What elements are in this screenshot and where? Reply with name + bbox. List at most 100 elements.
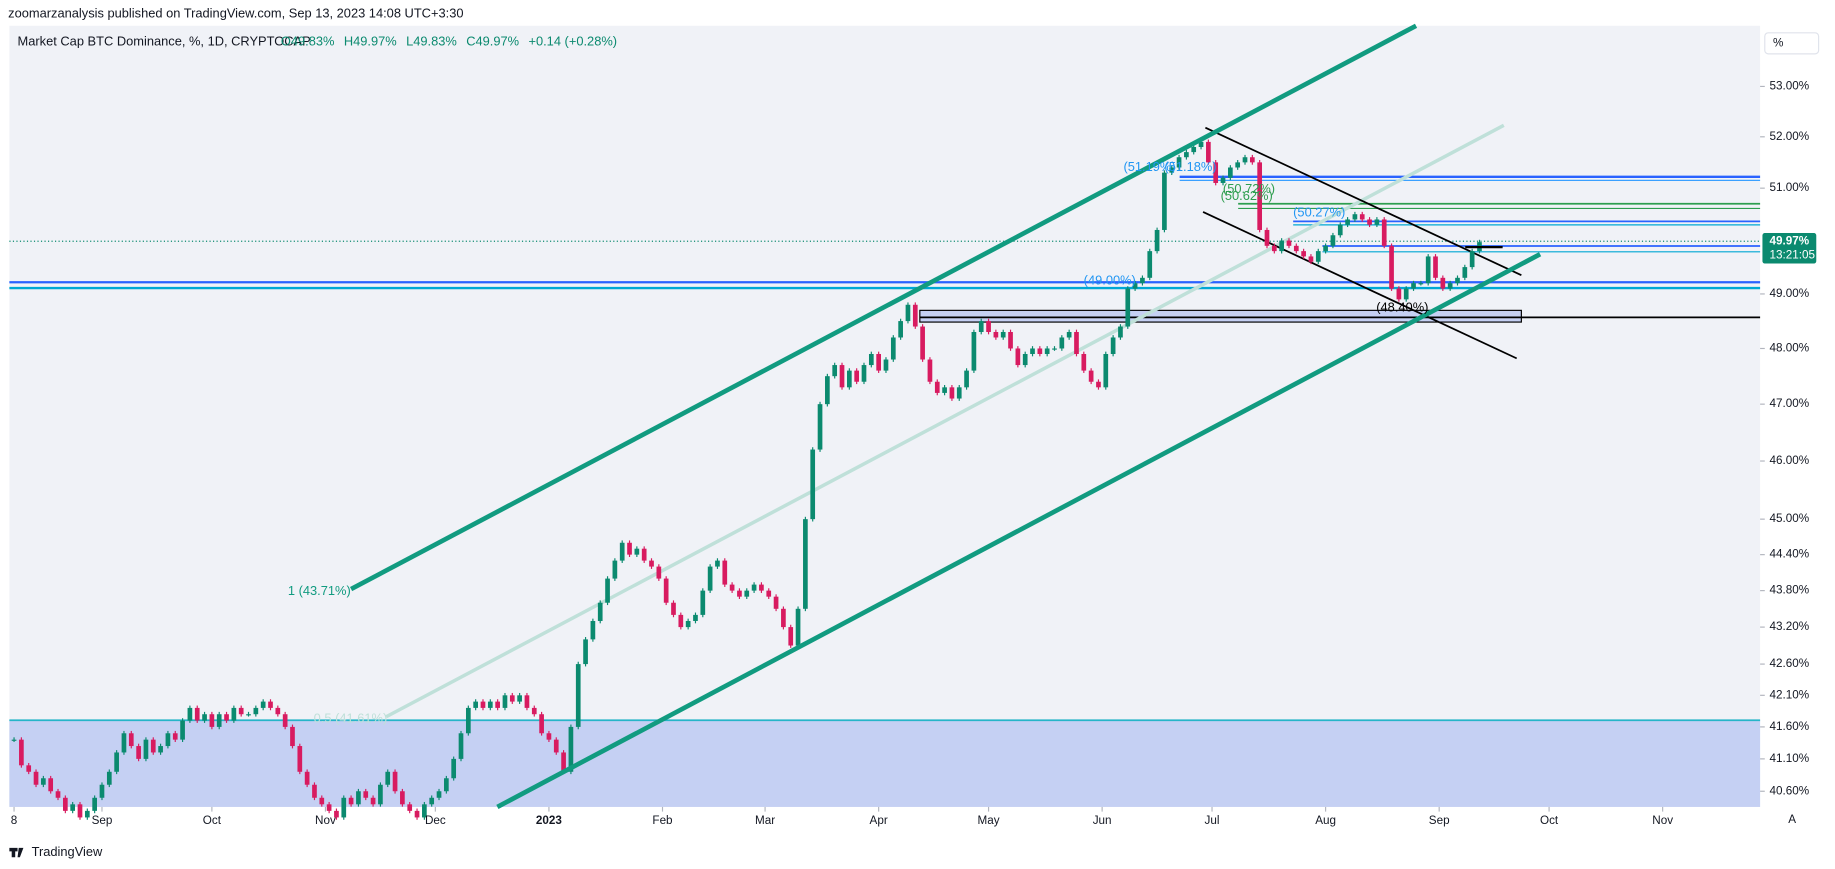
candle (1022, 353, 1028, 366)
candle (1081, 353, 1087, 371)
candle (810, 449, 816, 520)
y-tick-label: 46.00% (1769, 454, 1809, 467)
candle (1359, 214, 1365, 220)
candle (568, 726, 574, 772)
candle (1125, 288, 1131, 327)
candle (1462, 267, 1468, 278)
candle (202, 714, 207, 721)
demand-box (919, 309, 1522, 323)
candle (1469, 251, 1475, 268)
candle (597, 602, 603, 621)
candle (41, 778, 46, 785)
candle (312, 784, 317, 798)
candle (1030, 348, 1035, 354)
candle (1374, 219, 1380, 225)
candle (209, 714, 215, 727)
scale-button[interactable] (1764, 32, 1820, 55)
candle (825, 376, 830, 405)
candle (1008, 332, 1013, 349)
candle (400, 791, 405, 805)
candle (48, 778, 54, 792)
candle (414, 810, 420, 818)
last-price-box (1762, 233, 1817, 264)
x-tick-label: Sep (92, 814, 113, 827)
candle (1286, 240, 1292, 246)
y-axis: 53.00% 52.00% 51.00% 49.00% 48.00% 47.00% 46.0… (1760, 80, 1809, 797)
channel-top (349, 23, 1418, 592)
x-tick-label: Jul (1205, 814, 1220, 827)
candle (363, 791, 369, 798)
candle (663, 578, 669, 603)
annotation: (48.40%) (1376, 299, 1428, 314)
candle (487, 701, 493, 708)
x-tick-label: 8 (11, 814, 18, 827)
candle (1440, 277, 1446, 289)
candle (224, 714, 229, 721)
candle (1301, 251, 1306, 257)
candle (260, 701, 266, 708)
candle (1052, 348, 1057, 350)
candle (744, 590, 750, 597)
y-tick-label: 41.10% (1769, 752, 1809, 765)
candle (1337, 224, 1343, 236)
candle (319, 797, 325, 805)
y-tick-label: 52.00% (1769, 130, 1809, 143)
candle (1066, 332, 1072, 338)
candle (180, 720, 185, 740)
candle (451, 758, 457, 779)
candle (473, 701, 479, 708)
scale-button-label[interactable]: % (1773, 36, 1783, 49)
candle (524, 695, 530, 708)
annotation: 1 (43.71%) (288, 583, 351, 598)
x-axis: 8 Sep Oct Nov Dec 2023 Feb Mar Apr May Jun Jul Aug Se… (11, 806, 1673, 827)
auto-button[interactable]: A (1788, 813, 1796, 826)
candle (641, 548, 647, 561)
candle (612, 560, 618, 579)
candle (634, 548, 640, 555)
candle (121, 733, 127, 753)
candle (1015, 348, 1021, 366)
candle (956, 387, 962, 399)
candle (114, 752, 119, 772)
candle (495, 701, 500, 708)
candle (341, 797, 347, 818)
candle (715, 560, 720, 567)
candle (268, 701, 273, 708)
candle (861, 365, 867, 382)
candle (1425, 256, 1431, 284)
candle (759, 584, 764, 591)
x-tick-label: Nov (1652, 814, 1673, 827)
candle (282, 714, 288, 727)
candle (605, 578, 610, 603)
candle (649, 560, 654, 567)
x-tick-label: Oct (1540, 814, 1559, 827)
candle (854, 370, 860, 382)
candle (876, 353, 881, 371)
candle (304, 771, 310, 785)
candle (326, 804, 332, 811)
plot-background (9, 25, 1761, 807)
candle (561, 752, 566, 772)
candle (1118, 326, 1123, 338)
candle (583, 639, 588, 665)
candle (165, 733, 171, 747)
candle (92, 797, 97, 811)
candle (656, 566, 662, 579)
candle (143, 739, 149, 759)
candle (1315, 251, 1321, 262)
candle (627, 542, 632, 555)
candle (971, 332, 977, 371)
candle (1447, 283, 1453, 289)
candle (392, 771, 398, 792)
candle (106, 771, 112, 785)
candle (1418, 283, 1424, 285)
candle (1396, 288, 1402, 300)
candle (898, 321, 903, 338)
x-tick-label: Sep (1429, 814, 1450, 827)
y-tick-label: 53.00% (1769, 80, 1809, 93)
candle (1257, 162, 1263, 230)
candle (1381, 219, 1387, 246)
candle (378, 784, 383, 805)
candle (1184, 152, 1189, 158)
